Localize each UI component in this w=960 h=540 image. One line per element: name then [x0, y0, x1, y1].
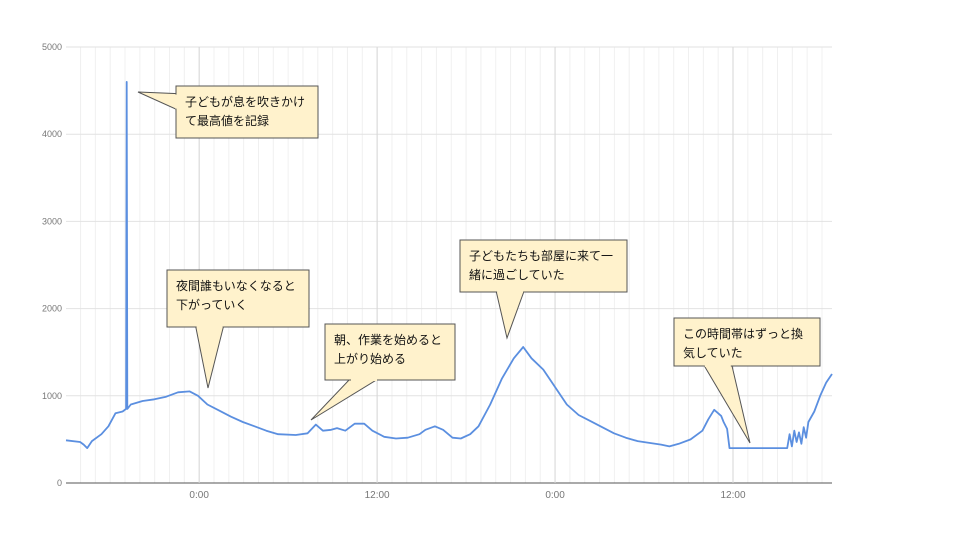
annotation-text: 気していた: [683, 345, 743, 360]
annotation-text: 子どもが息を吹きかけ: [185, 94, 305, 109]
y-tick-label: 4000: [42, 129, 62, 139]
annotation-text: 下がっていく: [176, 297, 247, 312]
x-tick-label: 12:00: [365, 490, 390, 501]
annotation-text: 朝、作業を始めると: [334, 333, 442, 347]
y-tick-label: 1000: [42, 391, 62, 401]
annotation-text: 上がり始める: [334, 351, 406, 366]
callout-box: [324, 323, 456, 381]
major-gridlines: [66, 46, 832, 484]
callout-pointer: [310, 378, 380, 421]
callout-box: [459, 239, 628, 293]
series-layer: [65, 81, 833, 449]
annotation-text: 子どもたちも部屋に来て一: [469, 248, 613, 263]
annotation-text: 夜間誰もいなくなると: [176, 278, 296, 293]
y-tick-label: 0: [57, 478, 62, 488]
annotation-text: 緒に過ごしていた: [469, 267, 565, 282]
y-axis: 0 1000 2000 3000 4000 5000: [42, 42, 62, 488]
series-line: [65, 81, 833, 449]
callout-box: [175, 85, 319, 139]
annotation-text: この時間帯はずっと換: [683, 327, 803, 341]
x-tick-label: 12:00: [720, 490, 745, 501]
y-tick-label: 2000: [42, 304, 62, 314]
y-tick-label: 5000: [42, 42, 62, 52]
callout-pointer: [137, 91, 178, 111]
callout-box: [673, 317, 821, 367]
callout-pointer: [194, 325, 225, 389]
x-axis: 0:00 12:00 0:00 12:00: [189, 490, 746, 501]
annotation-text: て最高値を記録: [185, 113, 269, 128]
callout-box: [166, 269, 310, 328]
x-tick-label: 0:00: [545, 490, 565, 501]
y-tick-label: 3000: [42, 216, 62, 226]
annotations-layer: 子どもが息を吹きかけて最高値を記録夜間誰もいなくなると下がっていく朝、作業を始め…: [137, 85, 821, 444]
x-tick-label: 0:00: [189, 490, 209, 501]
